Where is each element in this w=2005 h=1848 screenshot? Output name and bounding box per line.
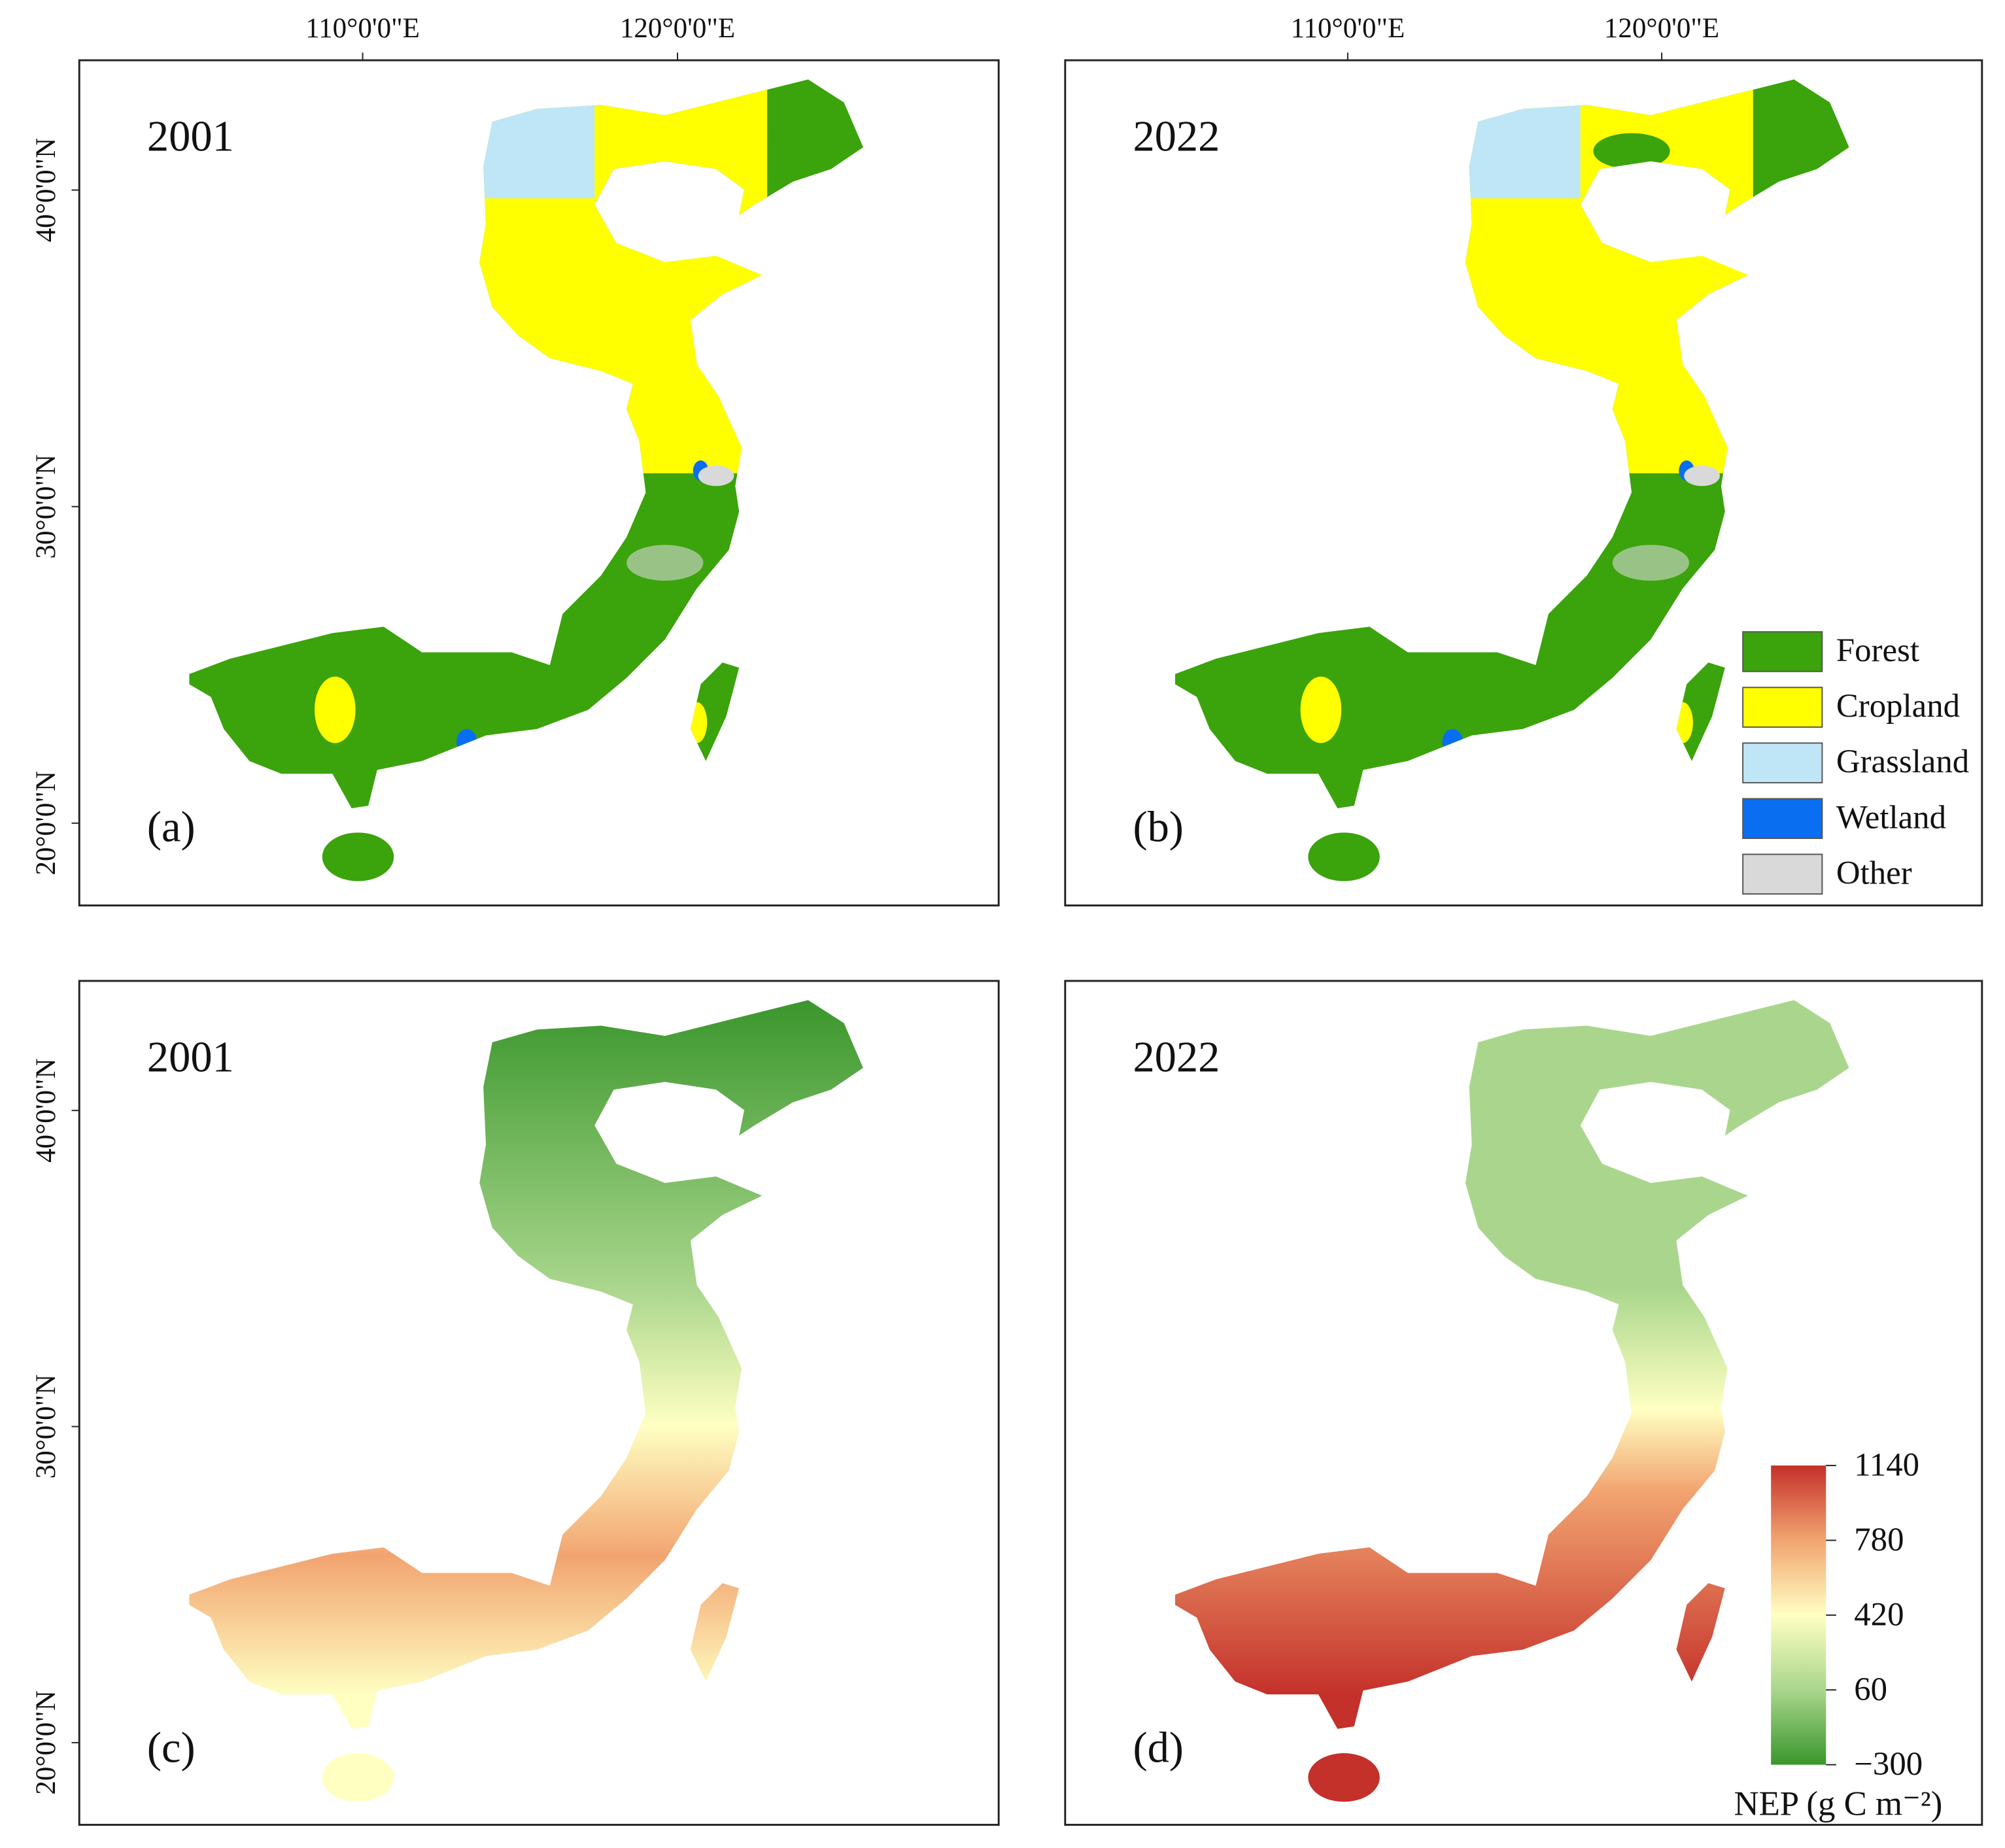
legend-label: Other	[1836, 854, 1912, 891]
lon-tick-label: 110°0'0"E	[1291, 13, 1405, 44]
forest-area	[1593, 133, 1670, 169]
cropland-area	[315, 676, 356, 744]
legend-label: Cropland	[1836, 687, 1960, 724]
panel-year: 2022	[1133, 1033, 1220, 1081]
forest-area	[1758, 102, 1849, 175]
other-area	[626, 545, 704, 581]
legend-swatch	[1742, 687, 1823, 728]
lat-tick-label: 40°0'0"N	[31, 1058, 61, 1163]
colorbar-tick-label: 780	[1854, 1521, 1904, 1558]
panel-year: 2001	[147, 113, 234, 161]
legend-label: Wetland	[1836, 798, 1946, 835]
lat-tick-label: 20°0'0"N	[31, 771, 61, 876]
legend-label: Forest	[1836, 632, 1919, 668]
lat-tick-label: 30°0'0"N	[31, 1375, 61, 1479]
lon-tick-label: 110°0'0"E	[305, 13, 420, 44]
other-area	[698, 466, 734, 487]
colorbar-tick-label: −300	[1854, 1745, 1923, 1782]
legend-swatch	[1742, 631, 1823, 672]
colorbar-tick-label: 60	[1854, 1671, 1887, 1707]
legend-swatch	[1742, 742, 1823, 783]
cropland-area	[1300, 676, 1342, 744]
lat-tick-label: 30°0'0"N	[31, 454, 61, 559]
legend-swatch	[1742, 853, 1823, 895]
other-area	[1612, 545, 1690, 581]
panel-label: (a)	[147, 803, 196, 851]
panel-label: (c)	[147, 1724, 196, 1771]
forest-area	[772, 102, 863, 175]
colorbar-tick-label: 1140	[1854, 1446, 1919, 1483]
panel-label: (d)	[1133, 1724, 1184, 1771]
lon-tick-label: 120°0'0"E	[620, 13, 735, 44]
legend-label: Grassland	[1836, 743, 1969, 779]
colorbar	[1771, 1465, 1826, 1765]
lat-tick-label: 40°0'0"N	[31, 138, 61, 243]
panel-year: 2001	[147, 1033, 234, 1081]
colorbar-title: NEP (g C m⁻²)	[1734, 1785, 1942, 1822]
lon-tick-label: 120°0'0"E	[1604, 13, 1719, 44]
panel-year: 2022	[1133, 113, 1220, 161]
lat-tick-label: 20°0'0"N	[31, 1690, 61, 1795]
legend-swatch	[1742, 798, 1823, 839]
panel-label: (b)	[1133, 803, 1184, 851]
colorbar-tick-label: 420	[1854, 1596, 1904, 1632]
other-area	[1684, 466, 1720, 487]
